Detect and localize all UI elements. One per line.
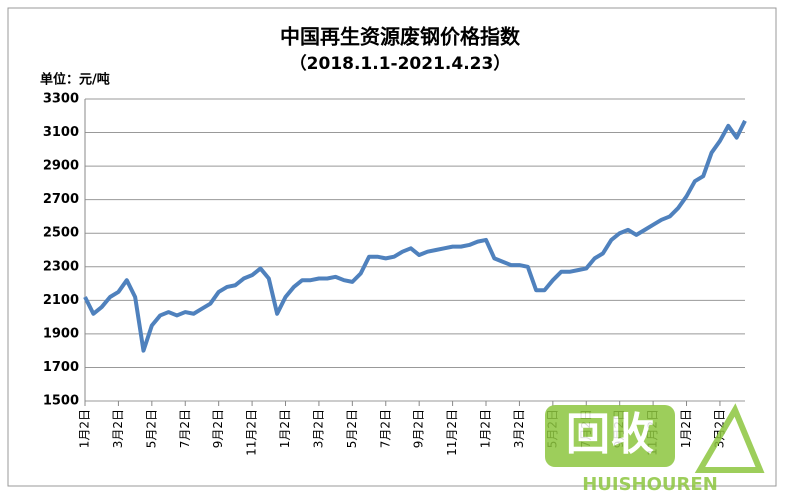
x-tick-label: 9月2日 bbox=[211, 409, 225, 448]
watermark-icon bbox=[694, 403, 765, 473]
watermark-logo: 回收 bbox=[566, 409, 654, 460]
x-tick-label: 1月2日 bbox=[278, 409, 292, 448]
data-line bbox=[83, 119, 747, 353]
x-tick-label: 1月2日 bbox=[78, 409, 92, 448]
y-tick-label: 3300 bbox=[43, 92, 79, 107]
y-tick-label: 2100 bbox=[43, 293, 79, 308]
x-tick-label: 5月2日 bbox=[144, 409, 158, 448]
x-tick-label: 3月2日 bbox=[111, 409, 125, 448]
y-axis-label: 单位：元/吨 bbox=[40, 72, 110, 88]
chart-title: 中国再生资源废钢价格指数 bbox=[280, 25, 521, 49]
x-tick-label: 5月2日 bbox=[345, 409, 359, 448]
x-tick-label: 11月2日 bbox=[445, 409, 459, 456]
x-tick-label: 3月2日 bbox=[311, 409, 325, 448]
watermark: 回收 HUISHOUREN bbox=[545, 403, 765, 495]
watermark-text: HUISHOUREN bbox=[582, 474, 718, 495]
y-tick-label: 1700 bbox=[43, 360, 79, 375]
x-tick-label: 1月2日 bbox=[479, 409, 493, 448]
x-tick-label: 1月2日 bbox=[679, 409, 693, 448]
x-tick-label: 11月2日 bbox=[245, 409, 259, 456]
chart-subtitle: （2018.1.1-2021.4.23） bbox=[290, 53, 511, 74]
y-tick-label: 2700 bbox=[43, 192, 79, 207]
x-tick-label: 7月2日 bbox=[178, 409, 192, 448]
y-tick-label: 1900 bbox=[43, 326, 79, 341]
y-tick-label: 2500 bbox=[43, 226, 79, 241]
y-tick-label: 2900 bbox=[43, 159, 79, 174]
y-tick-label: 3100 bbox=[43, 125, 79, 140]
y-tick-label: 2300 bbox=[43, 259, 79, 274]
x-tick-label: 7月2日 bbox=[378, 409, 392, 448]
x-tick-label: 3月2日 bbox=[512, 409, 526, 448]
x-tick-label: 9月2日 bbox=[412, 409, 426, 448]
y-tick-label: 1500 bbox=[43, 394, 79, 409]
watermark-box bbox=[545, 405, 675, 467]
